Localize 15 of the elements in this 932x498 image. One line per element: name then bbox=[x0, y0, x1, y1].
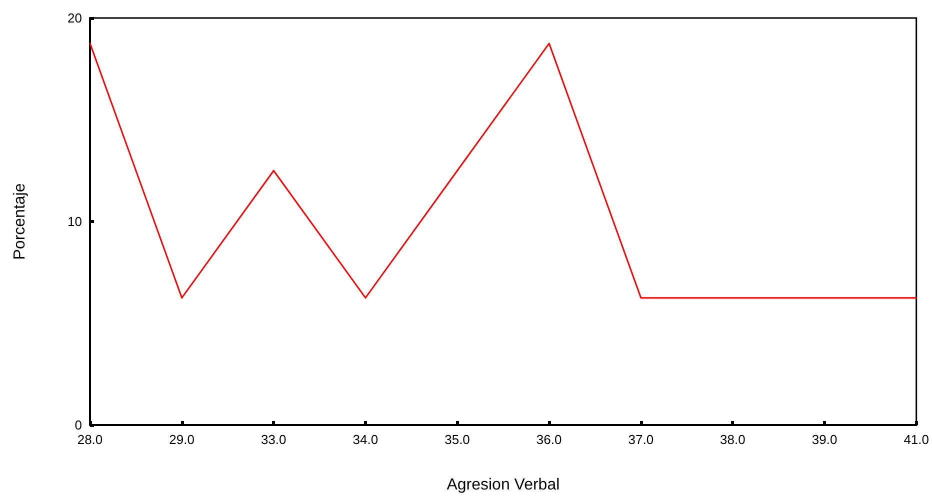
x-tick-label: 39.0 bbox=[812, 432, 838, 447]
x-tick-label: 36.0 bbox=[536, 432, 562, 447]
y-tick-label: 20 bbox=[68, 10, 82, 26]
y-axis-title: Porcentaje bbox=[12, 183, 28, 260]
x-tick-label: 33.0 bbox=[260, 432, 286, 447]
x-axis-title: Agresion Verbal bbox=[446, 476, 560, 494]
x-tick-label: 41.0 bbox=[904, 432, 930, 447]
x-tick-label: 38.0 bbox=[720, 432, 746, 447]
y-tick-label: 0 bbox=[74, 418, 82, 432]
y-tick-label: 10 bbox=[68, 214, 82, 229]
x-tick-label: 34.0 bbox=[352, 432, 378, 447]
x-tick-label: 37.0 bbox=[628, 432, 654, 447]
x-tick-label: 29.0 bbox=[169, 432, 194, 447]
x-tick-label: 28.0 bbox=[77, 432, 103, 447]
x-tick-label: 35.0 bbox=[444, 432, 470, 447]
